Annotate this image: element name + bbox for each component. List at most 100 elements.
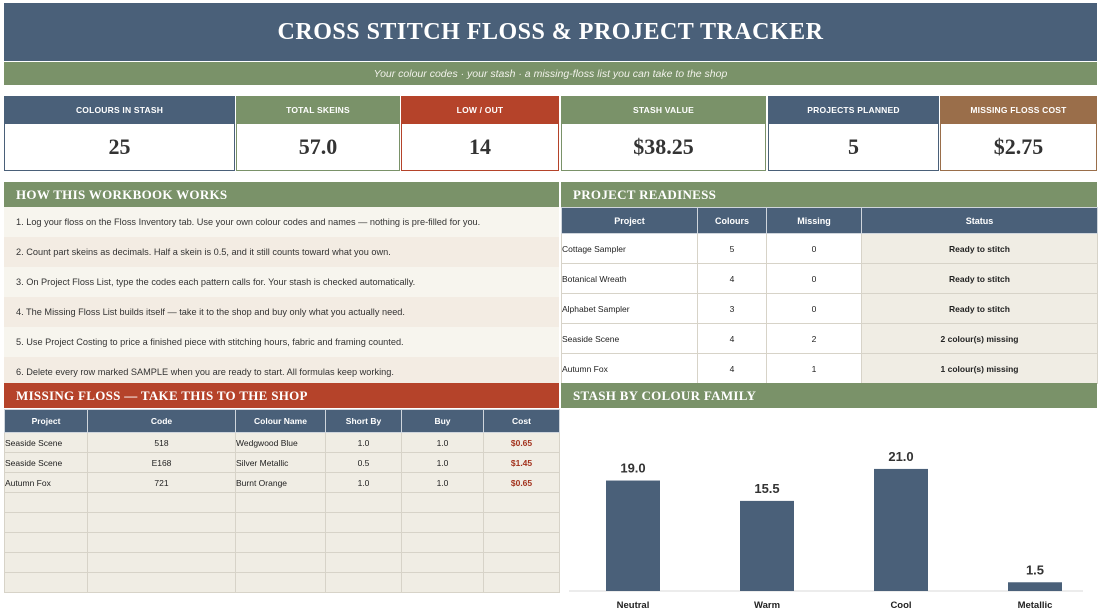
table-cell	[325, 512, 402, 533]
table-row: Seaside Scene 4 2 2 colour(s) missing	[561, 323, 1098, 354]
table-row	[4, 532, 560, 553]
page-subtitle: Your colour codes · your stash · a missi…	[373, 67, 728, 80]
step-item: 1. Log your floss on the Floss Inventory…	[4, 207, 559, 237]
table-cell	[4, 512, 88, 533]
table-row: Alphabet Sampler 3 0 Ready to stitch	[561, 293, 1098, 324]
table-cell: E168	[87, 452, 236, 473]
table-cell: 4	[697, 353, 767, 384]
table-row: Seaside Scene E168 Silver Metallic 0.5 1.0 $1…	[4, 452, 560, 473]
table-cell: 2 colour(s) missing	[861, 323, 1098, 354]
kpi-value: 25	[4, 124, 235, 171]
table-row	[4, 512, 560, 533]
readiness-table: Project Colours Missing Status Cottage Samp…	[561, 207, 1098, 384]
kpi-value: $2.75	[940, 124, 1097, 171]
table-cell	[87, 492, 236, 513]
table-row: Botanical Wreath 4 0 Ready to stitch	[561, 263, 1098, 294]
table-cell: 1 colour(s) missing	[861, 353, 1098, 384]
table-cell	[235, 572, 326, 593]
kpi-label: MISSING FLOSS COST	[940, 96, 1097, 124]
kpi-label: PROJECTS PLANNED	[768, 96, 939, 124]
table-cell: 0	[766, 233, 862, 264]
table-cell: 0	[766, 263, 862, 294]
table-cell	[401, 552, 484, 573]
table-row	[4, 552, 560, 573]
table-cell: Ready to stitch	[861, 263, 1098, 294]
table-cell	[87, 552, 236, 573]
table-cell: 1	[766, 353, 862, 384]
column-header: Code	[87, 409, 236, 433]
column-header: Project	[561, 207, 698, 234]
table-cell	[401, 512, 484, 533]
stash-chart-svg: 19.0 Neutral 15.5 Warm 21.0 Cool 1.5 Metallic	[569, 449, 1083, 611]
step-item: 3. On Project Floss List, type the codes…	[4, 267, 559, 297]
table-cell: 2	[766, 323, 862, 354]
table-cell: 0	[766, 293, 862, 324]
table-cell: Silver Metallic	[235, 452, 326, 473]
table-cell	[325, 572, 402, 593]
table-cell: $1.45	[483, 452, 560, 473]
table-cell	[235, 512, 326, 533]
table-row: Seaside Scene 518 Wedgwood Blue 1.0 1.0 $0.65	[4, 432, 560, 453]
how-heading-label: HOW THIS WORKBOOK WORKS	[16, 186, 228, 202]
column-header: Project	[4, 409, 88, 433]
missing-floss-table: Project Code Colour Name Short By Buy Cost Se…	[4, 409, 560, 593]
column-header: Short By	[325, 409, 402, 433]
kpi-card: STASH VALUE $38.25	[561, 96, 766, 171]
kpi-value: $38.25	[561, 124, 766, 171]
table-cell: Alphabet Sampler	[561, 293, 698, 324]
table-cell: Cottage Sampler	[561, 233, 698, 264]
step-item: 4. The Missing Floss List builds itself …	[4, 297, 559, 327]
kpi-label: STASH VALUE	[561, 96, 766, 124]
table-cell: 4	[697, 263, 767, 294]
missing-heading: MISSING FLOSS — TAKE THIS TO THE SHOP	[4, 383, 559, 408]
table-cell: Wedgwood Blue	[235, 432, 326, 453]
table-row: Cottage Sampler 5 0 Ready to stitch	[561, 233, 1098, 264]
kpi-card: LOW / OUT 14	[401, 96, 559, 171]
table-cell: Botanical Wreath	[561, 263, 698, 294]
table-cell	[325, 492, 402, 513]
subtitle-bar: Your colour codes · your stash · a missi…	[4, 62, 1097, 85]
steps-list: 1. Log your floss on the Floss Inventory…	[4, 207, 559, 387]
chart-bar	[606, 480, 660, 591]
table-cell: Seaside Scene	[4, 452, 88, 473]
table-cell	[483, 572, 560, 593]
column-header: Colour Name	[235, 409, 326, 433]
kpi-value: 14	[401, 124, 559, 171]
table-cell: 0.5	[325, 452, 402, 473]
table-cell	[401, 572, 484, 593]
stash-chart: 19.0 Neutral 15.5 Warm 21.0 Cool 1.5 Metallic	[561, 409, 1097, 611]
table-row: Autumn Fox 721 Burnt Orange 1.0 1.0 $0.65	[4, 472, 560, 493]
table-cell	[325, 532, 402, 553]
table-cell: 3	[697, 293, 767, 324]
kpi-card: PROJECTS PLANNED 5	[768, 96, 939, 171]
readiness-heading: PROJECT READINESS	[561, 182, 1097, 207]
chart-bar	[874, 468, 928, 591]
table-cell: Autumn Fox	[561, 353, 698, 384]
table-cell: $0.65	[483, 472, 560, 493]
how-heading: HOW THIS WORKBOOK WORKS	[4, 182, 559, 207]
table-cell	[235, 552, 326, 573]
table-cell: 1.0	[401, 452, 484, 473]
table-cell	[235, 492, 326, 513]
table-cell: Ready to stitch	[861, 233, 1098, 264]
kpi-label: TOTAL SKEINS	[236, 96, 400, 124]
step-item: 2. Count part skeins as decimals. Half a…	[4, 237, 559, 267]
table-cell: 1.0	[401, 432, 484, 453]
table-cell: Burnt Orange	[235, 472, 326, 493]
chart-tick-label: Warm	[754, 600, 780, 611]
kpi-value: 5	[768, 124, 939, 171]
table-cell	[325, 552, 402, 573]
table-cell	[401, 492, 484, 513]
stash-heading: STASH BY COLOUR FAMILY	[561, 383, 1097, 408]
chart-data-label: 1.5	[1026, 562, 1044, 577]
chart-data-label: 21.0	[888, 449, 913, 464]
chart-data-label: 15.5	[754, 481, 779, 496]
table-cell	[401, 532, 484, 553]
table-cell	[4, 572, 88, 593]
table-cell: 721	[87, 472, 236, 493]
table-cell	[87, 532, 236, 553]
column-header: Status	[861, 207, 1098, 234]
column-header: Buy	[401, 409, 484, 433]
missing-header-row: Project Code Colour Name Short By Buy Cost	[4, 409, 560, 433]
table-cell	[4, 492, 88, 513]
